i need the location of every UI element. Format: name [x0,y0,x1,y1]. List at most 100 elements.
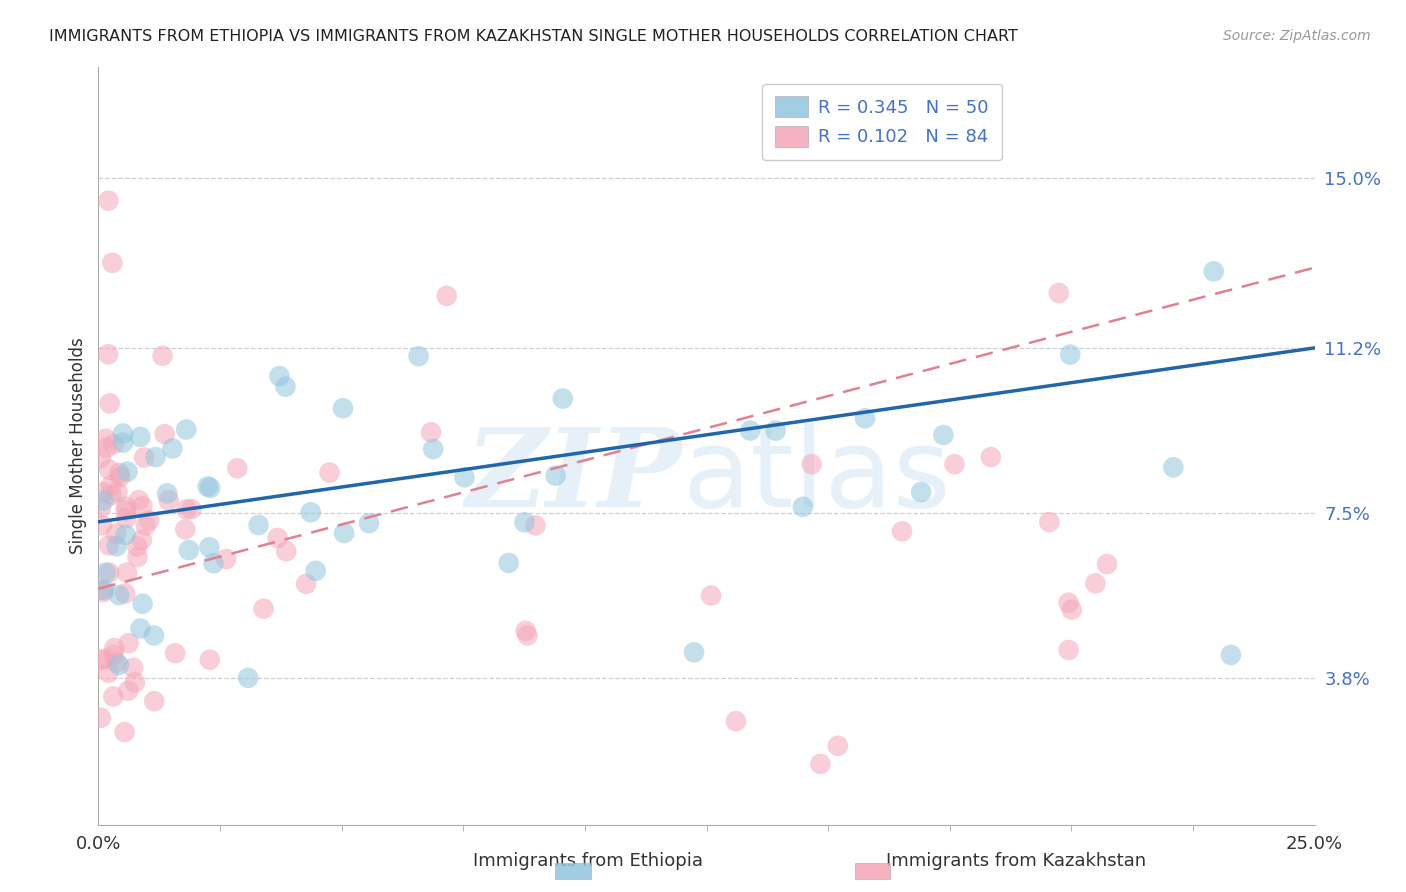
Point [932,428,955,442]
Point [100,478,122,492]
Point [516,628,538,642]
Point [117,636,139,650]
Point [114,586,136,600]
Point [226,461,249,475]
Point [93,585,115,599]
Point [107,485,129,500]
Point [422,442,444,456]
Point [105,656,128,670]
Point [138,513,160,527]
Point [165,646,187,660]
Point [152,349,174,363]
Point [94,566,117,580]
Point [115,566,138,580]
Point [157,493,180,508]
Point [299,505,322,519]
Point [1057,596,1080,610]
Point [100,488,122,502]
Point [197,479,219,493]
Point [117,465,139,479]
Point [792,500,814,514]
Point [127,550,149,565]
Point [90,451,112,466]
Point [114,725,136,739]
Point [112,435,135,450]
Point [174,522,197,536]
Point [683,645,706,659]
Point [1059,348,1081,362]
Point [145,450,167,464]
Point [1084,576,1107,591]
Point [128,493,150,508]
Point [90,582,112,597]
Point [117,683,139,698]
Point [114,528,136,542]
Point [98,396,121,410]
Point [808,756,831,771]
Point [124,675,146,690]
Point [97,665,120,680]
Point [103,690,125,704]
Point [1095,557,1118,571]
Point [142,628,165,642]
Point [238,671,260,685]
Legend: R = 0.345   N = 50, R = 0.102   N = 84: R = 0.345 N = 50, R = 0.102 N = 84 [762,84,1001,160]
Point [980,450,1002,464]
Point [177,543,200,558]
Text: ZIP: ZIP [465,423,682,530]
Point [1038,515,1060,529]
Point [332,401,354,416]
Point [91,518,114,533]
Point [91,493,114,508]
Point [1047,285,1070,300]
Point [103,437,125,451]
Point [498,556,520,570]
Point [910,485,932,500]
Point [515,624,537,638]
Point [101,256,124,270]
Point [740,424,762,438]
Point [97,194,120,208]
Point [98,538,121,552]
Point [1057,643,1080,657]
Point [800,457,823,471]
Text: Source: ZipAtlas.com: Source: ZipAtlas.com [1223,29,1371,43]
Point [143,694,166,708]
Point [765,424,787,438]
Point [105,526,128,541]
Point [90,711,112,725]
Point [544,468,567,483]
Point [90,500,112,515]
Point [274,380,297,394]
Point [122,661,145,675]
Point [700,589,723,603]
Point [129,430,152,444]
Point [105,539,128,553]
Point [156,486,179,500]
Point [1163,460,1185,475]
Point [247,518,270,533]
Text: atlas: atlas [682,423,950,530]
Text: Immigrants from Ethiopia: Immigrants from Ethiopia [472,852,703,870]
Point [180,502,202,516]
Point [108,588,131,602]
Point [724,714,747,729]
Point [295,577,318,591]
Point [91,485,114,500]
Point [1219,648,1241,662]
Point [551,392,574,406]
Point [108,658,131,673]
Point [96,441,118,455]
Point [135,518,157,533]
Point [131,533,153,547]
Point [215,552,238,566]
Point [436,289,458,303]
Point [333,526,356,541]
Point [408,349,430,363]
Point [94,432,117,446]
Point [90,653,112,667]
Point [131,597,153,611]
Point [129,622,152,636]
Point [114,503,136,517]
Point [97,347,120,361]
